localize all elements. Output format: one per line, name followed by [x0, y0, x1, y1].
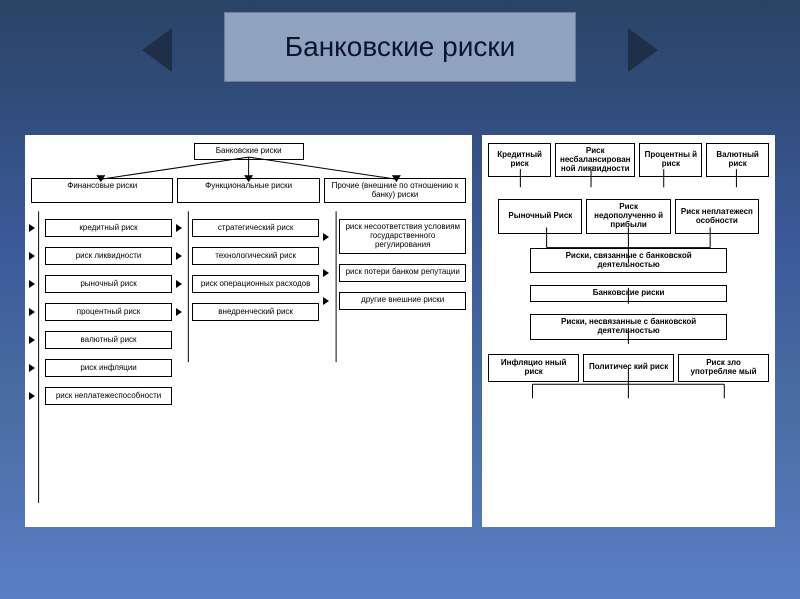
lp-item: риск несоответствия условиям государстве… [339, 219, 466, 253]
ribbon-right-icon [628, 28, 658, 72]
lp-root-node: Банковские риски [194, 143, 304, 160]
rp-node: Риск неплатежесп особности [675, 199, 759, 233]
lp-item: риск операционных расходов [192, 275, 319, 293]
lp-item: стратегический риск [192, 219, 319, 237]
lp-item: процентный риск [45, 303, 172, 321]
lp-item: другие внешние риски [339, 292, 466, 310]
lp-item: рыночный риск [45, 275, 172, 293]
lp-item: внедренческий риск [192, 303, 319, 321]
lp-cat-1: Функциональные риски [177, 178, 319, 204]
lp-item: риск потери банком репутации [339, 264, 466, 282]
rp-node: Валютный риск [706, 143, 769, 177]
lp-cat-2: Прочие (внешние по отношению к банку) ри… [324, 178, 466, 204]
rp-node: Политичес кий риск [583, 354, 674, 382]
right-diagram-panel: Кредитный риск Риск несбалансирован ной … [482, 135, 775, 527]
lp-col-0: кредитный риск риск ликвидности рыночный… [31, 219, 172, 405]
ribbon-left-icon [142, 28, 172, 72]
title-banner: Банковские риски [0, 0, 800, 82]
rp-node: Риск недополученно й прибыли [586, 199, 670, 233]
lp-categories-row: Финансовые риски Функциональные риски Пр… [31, 178, 466, 204]
lp-item: риск ликвидности [45, 247, 172, 265]
lp-item: риск инфляции [45, 359, 172, 377]
rp-node: Кредитный риск [488, 143, 551, 177]
rp-node: Риск зло употребляе мый [678, 354, 769, 382]
rp-node: Инфляцио нный риск [488, 354, 579, 382]
slide-title: Банковские риски [224, 12, 576, 82]
lp-cat-0: Финансовые риски [31, 178, 173, 204]
lp-item: кредитный риск [45, 219, 172, 237]
rp-stack-node: Риски, связанные с банковской деятельнос… [530, 248, 727, 274]
lp-columns: кредитный риск риск ликвидности рыночный… [31, 219, 466, 405]
rp-node: Риск несбалансирован ной ликвидности [555, 143, 636, 177]
rp-row-2: Рыночный Риск Риск недополученно й прибы… [488, 199, 769, 233]
lp-item: валютный риск [45, 331, 172, 349]
left-diagram-panel: Банковские риски Финансовые риски Функци… [25, 135, 472, 527]
rp-row-bottom: Инфляцио нный риск Политичес кий риск Ри… [488, 354, 769, 382]
rp-stack-node: Риски, несвязанные с банковской деятельн… [530, 314, 727, 340]
rp-row-1: Кредитный риск Риск несбалансирован ной … [488, 143, 769, 177]
rp-node: Процентны й риск [639, 143, 702, 177]
rp-stack: Риски, связанные с банковской деятельнос… [488, 248, 769, 340]
lp-item: технологический риск [192, 247, 319, 265]
lp-item: риск неплатежеспособности [45, 387, 172, 405]
lp-col-1: стратегический риск технологический риск… [178, 219, 319, 405]
rp-node: Рыночный Риск [498, 199, 582, 233]
rp-stack-node: Банковские риски [530, 285, 727, 302]
lp-col-2: риск несоответствия условиям государстве… [325, 219, 466, 405]
diagram-panels: Банковские риски Финансовые риски Функци… [25, 135, 775, 527]
